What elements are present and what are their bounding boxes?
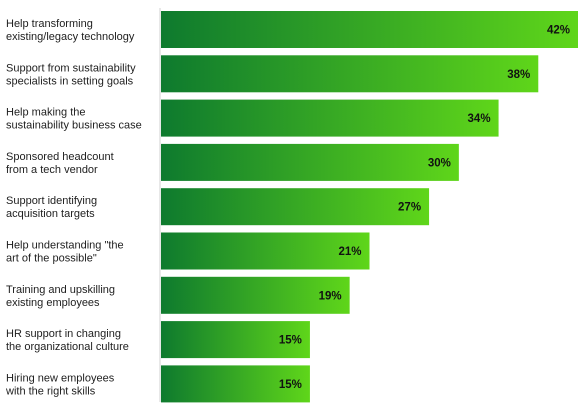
category-label-line: acquisition targets	[6, 208, 95, 220]
bar-value-label: 34%	[468, 113, 491, 125]
bar-value-label: 27%	[398, 202, 421, 214]
category-label: Help making the sustainability business c…	[6, 107, 142, 132]
category-label: Support from sustainability specialists i…	[6, 62, 136, 87]
bar-5	[161, 188, 430, 226]
category-label: Hiring new employees with the right skill…	[5, 372, 115, 397]
category-label-line: HR support in changing	[6, 328, 121, 340]
category-label-line: Help understanding "the	[6, 240, 124, 252]
category-label-line: existing employees	[6, 297, 100, 309]
category-label-line: Support from sustainability	[6, 62, 136, 74]
bar-value-label: 19%	[319, 290, 342, 302]
category-label-line: with the right skills	[5, 385, 96, 397]
category-label-line: the organizational culture	[6, 341, 129, 353]
category-label: Sponsored headcount from a tech vendor	[6, 151, 114, 176]
category-label: HR support in changing the organizational…	[6, 328, 129, 353]
bar-value-label: 21%	[338, 246, 361, 258]
category-label: Help transforming existing/legacy technol…	[6, 18, 135, 43]
category-label-line: from a tech vendor	[6, 164, 98, 176]
category-label-line: Help transforming	[6, 18, 93, 30]
bar-value-label: 15%	[279, 379, 302, 391]
bar-8	[161, 321, 310, 359]
category-label-line: Support identifying	[6, 195, 97, 207]
bar-6	[161, 232, 370, 270]
bar-4	[161, 143, 459, 181]
category-label-line: sustainability business case	[6, 120, 142, 132]
bar-value-label: 15%	[279, 335, 302, 347]
category-label: Support identifying acquisition targets	[6, 195, 97, 220]
bar-7	[161, 276, 350, 314]
bar-2	[161, 55, 539, 93]
category-label-line: existing/legacy technology	[6, 31, 135, 43]
category-label-line: Sponsored headcount	[6, 151, 114, 163]
category-label: Training and upskilling existing employee…	[6, 284, 115, 309]
category-label-line: specialists in setting goals	[6, 75, 134, 87]
bar-9	[161, 365, 310, 403]
bar-value-label: 38%	[507, 69, 530, 81]
category-label-line: art of the possible"	[6, 253, 97, 265]
category-label-line: Training and upskilling	[6, 284, 115, 296]
bar-value-label: 42%	[547, 25, 570, 37]
bar-value-label: 30%	[428, 157, 451, 169]
category-label-line: Help making the	[6, 107, 86, 119]
category-label-line: Hiring new employees	[6, 372, 115, 384]
bar-1	[161, 11, 578, 48]
category-label: Help understanding "the art of the possib…	[6, 240, 124, 265]
bar-3	[161, 99, 499, 137]
